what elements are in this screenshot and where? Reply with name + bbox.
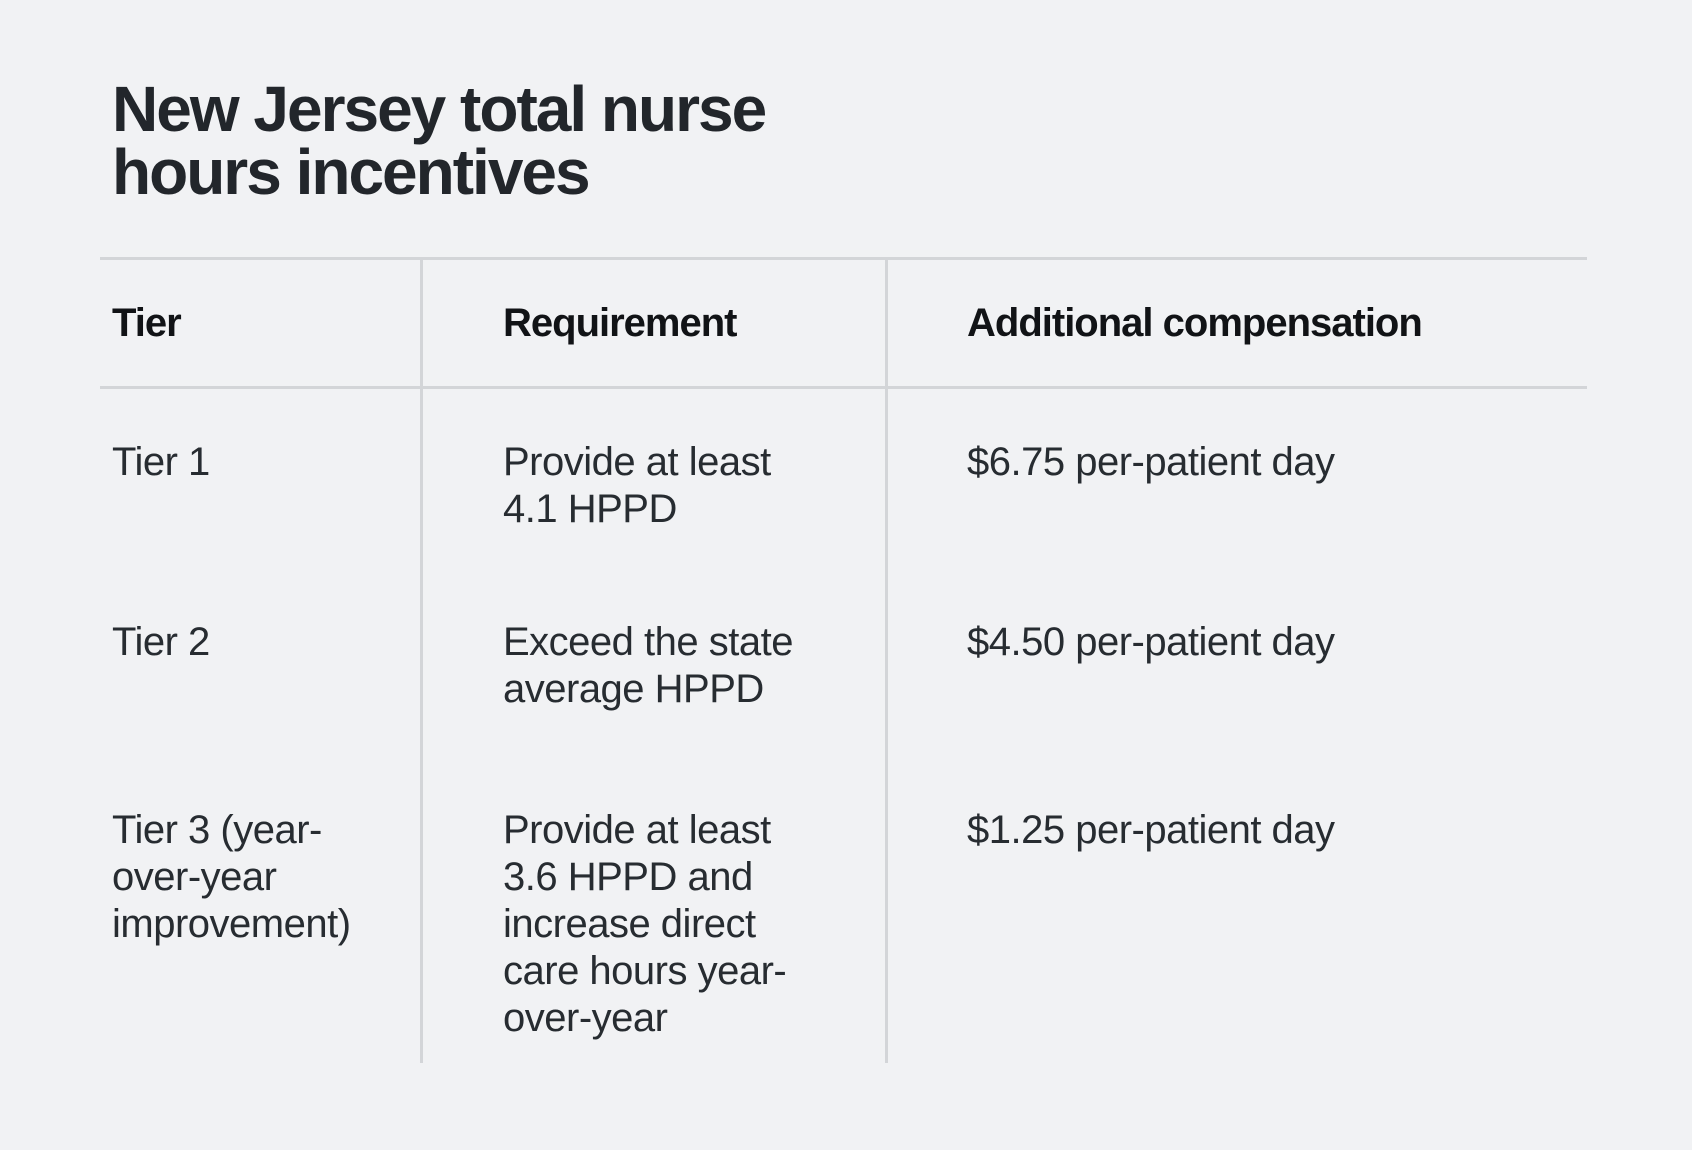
- header-cell-requirement: Requirement: [423, 260, 888, 386]
- cell-tier-3-requirement: Provide at least 3.6 HPPD and increase d…: [423, 749, 888, 1063]
- header-cell-tier: Tier: [100, 260, 423, 386]
- cell-tier-1-requirement: Provide at least 4.1 HPPD: [423, 389, 888, 569]
- cell-tier-3-compensation: $1.25 per-patient day: [967, 808, 1335, 852]
- header-cell-additional-compensation: Additional compensation: [967, 300, 1423, 345]
- page-title: New Jersey total nurse hours incentives: [112, 73, 767, 208]
- incentive-table: Tier Requirement Additional compensation…: [100, 257, 1587, 1063]
- cell-tier-2-name: Tier 2: [100, 569, 423, 749]
- table-row-tier-2: Tier 2 Exceed the state average HPPD $4.…: [100, 569, 1587, 749]
- cell-tier-2-requirement: Exceed the state average HPPD: [423, 569, 888, 749]
- table-row-tier-1: Tier 1 Provide at least 4.1 HPPD $6.75 p…: [100, 389, 1587, 569]
- cell-tier-2-compensation: $4.50 per-patient day: [967, 620, 1335, 664]
- cell-tier-1-name: Tier 1: [100, 389, 423, 569]
- table-row-tier-3: Tier 3 (year- over-year improvement) Pro…: [100, 749, 1587, 1063]
- cell-tier-3-name: Tier 3 (year- over-year improvement): [100, 749, 423, 1063]
- table-header-row: Tier Requirement Additional compensation: [100, 257, 1587, 389]
- cell-tier-1-compensation: $6.75 per-patient day: [967, 440, 1335, 484]
